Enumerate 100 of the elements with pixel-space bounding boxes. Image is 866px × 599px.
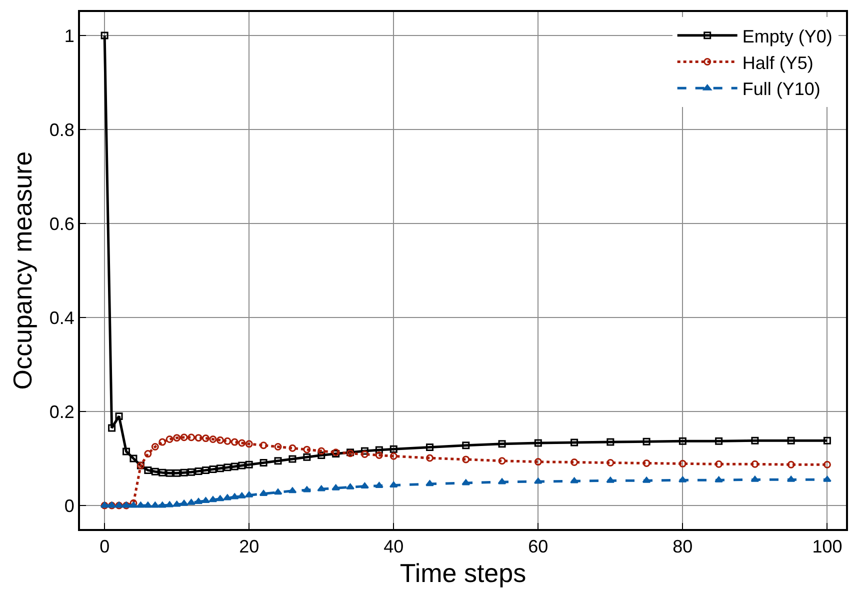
point: [750, 476, 760, 482]
point: [498, 440, 506, 448]
point: [426, 443, 434, 451]
point: [823, 476, 832, 482]
point: [303, 446, 311, 454]
point: [202, 497, 210, 504]
point: [332, 484, 340, 490]
point: [715, 460, 723, 468]
point: [194, 467, 202, 475]
point: [823, 460, 831, 468]
point: [188, 434, 196, 442]
point: [224, 437, 232, 445]
point: [260, 458, 268, 466]
point: [642, 476, 651, 483]
point: [317, 485, 326, 492]
point: [130, 454, 138, 462]
point: [534, 458, 542, 466]
point: [136, 502, 145, 508]
point: [570, 477, 578, 484]
x-tick-label: 80: [672, 536, 693, 557]
point: [462, 442, 470, 450]
y-axis-title: Occupancy measure: [7, 151, 38, 390]
point: [151, 443, 159, 450]
point: [165, 501, 174, 508]
point: [498, 478, 506, 484]
point: [570, 438, 578, 446]
point: [346, 483, 354, 490]
point: [715, 437, 723, 445]
point: [360, 450, 368, 458]
point: [129, 502, 138, 508]
point: [144, 502, 152, 508]
point: [360, 447, 368, 455]
legend-label: Half (Y5): [742, 52, 814, 73]
point: [150, 502, 160, 508]
point: [223, 494, 232, 500]
point: [786, 476, 796, 482]
point: [260, 442, 268, 450]
point: [787, 460, 795, 468]
point: [188, 468, 196, 476]
y-tick-label: 0: [64, 496, 74, 516]
point: [216, 495, 224, 502]
point: [216, 436, 224, 444]
y-tick-label: 1: [64, 26, 74, 46]
point: [288, 455, 296, 463]
x-axis-title: Time steps: [400, 558, 526, 588]
point: [678, 476, 687, 482]
x-tick-label: 40: [384, 536, 404, 557]
point: [303, 453, 311, 461]
point: [115, 412, 123, 420]
point: [426, 454, 434, 462]
point: [158, 502, 167, 508]
point: [462, 479, 470, 486]
y-tick-label: 0.4: [49, 308, 74, 328]
point: [751, 436, 759, 444]
point: [238, 439, 246, 447]
point: [180, 500, 188, 506]
point: [208, 496, 218, 502]
point: [180, 434, 188, 442]
point: [158, 438, 166, 446]
x-tick-label: 0: [100, 536, 110, 557]
point: [642, 459, 650, 467]
point: [570, 458, 578, 466]
point: [209, 435, 217, 443]
point: [426, 480, 434, 486]
point: [462, 456, 470, 464]
point: [173, 434, 181, 442]
point: [187, 498, 196, 505]
legend-label: Full (Y10): [742, 79, 820, 100]
point: [238, 492, 246, 498]
point: [375, 446, 383, 454]
point: [302, 486, 312, 492]
point: [390, 452, 398, 460]
point: [751, 460, 759, 468]
point: [274, 443, 282, 450]
x-tick-label: 20: [239, 536, 260, 557]
point: [244, 491, 254, 498]
point: [534, 478, 542, 484]
point: [194, 434, 202, 442]
x-tick-label: 100: [812, 536, 842, 557]
y-tick-label: 0.2: [49, 402, 74, 422]
point: [274, 488, 282, 495]
point: [122, 448, 130, 456]
point: [318, 451, 326, 459]
point: [158, 468, 166, 476]
point: [238, 462, 246, 470]
y-tick-label: 0.8: [49, 120, 74, 140]
point: [606, 458, 614, 466]
point: [498, 457, 506, 465]
point: [230, 493, 239, 500]
point: [224, 464, 232, 472]
point: [375, 451, 383, 459]
point: [151, 468, 159, 476]
point: [678, 437, 686, 445]
point: [166, 435, 174, 443]
point: [245, 440, 253, 448]
point: [606, 476, 615, 483]
point: [642, 438, 650, 446]
point: [606, 438, 614, 446]
point: [144, 466, 152, 474]
point: [678, 460, 686, 468]
